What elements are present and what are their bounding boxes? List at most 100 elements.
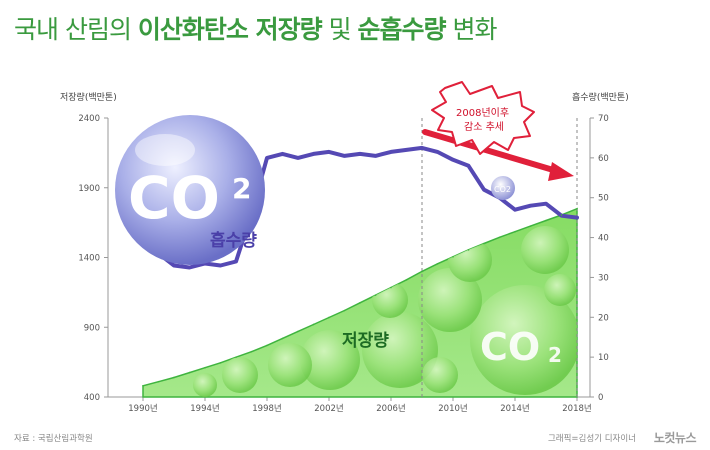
left-tick-label: 400 (84, 393, 100, 403)
right-tick-label: 50 (598, 194, 609, 204)
left-tick-label: 2400 (78, 114, 100, 124)
storage-point (498, 236, 501, 239)
absorption-point (436, 150, 439, 154)
x-tick-label: 1990년 (128, 403, 157, 414)
absorption-point (219, 263, 222, 267)
left-axis-ticks: 2400 1900 1400 900 400 (78, 114, 108, 403)
right-tick-label: 20 (598, 313, 609, 323)
storage-point (312, 323, 315, 326)
absorption-point (544, 202, 548, 206)
x-tick-label: 2006년 (376, 403, 405, 414)
storage-point (529, 225, 532, 227)
x-tick-label: 1994년 (190, 403, 219, 414)
absorption-point (482, 188, 486, 192)
absorption-point (312, 152, 315, 156)
absorption-point (265, 156, 269, 160)
storage-point (142, 385, 144, 387)
absorption-point (296, 156, 300, 160)
right-tick-label: 60 (598, 154, 609, 164)
x-axis-ticks: 1990년 1994년 1998년 2002년 2006년 2010년 2014년 2018년 (128, 397, 592, 414)
storage-point (204, 366, 206, 369)
absorption-point (451, 158, 455, 162)
right-axis-ticks: 70 60 50 40 30 20 10 0 (590, 114, 609, 403)
small-co2-bubble: CO2 (491, 176, 515, 200)
trend-arrow (422, 129, 574, 181)
left-tick-label: 900 (84, 323, 100, 333)
title-part1: 국내 산림의 (14, 15, 138, 44)
right-tick-label: 30 (598, 273, 609, 283)
absorption-point (374, 154, 377, 158)
left-tick-label: 1400 (78, 254, 100, 264)
left-tick-label: 1900 (78, 184, 100, 194)
title-part3: 및 (321, 15, 358, 44)
title-part4: 순흡수량 (357, 15, 447, 44)
storage-point (297, 330, 299, 333)
storage-point (405, 279, 408, 281)
storage-point (250, 350, 253, 353)
storage-point (467, 249, 470, 251)
absorption-point (575, 216, 579, 220)
title-part2: 이산화탄소 저장량 (137, 15, 323, 44)
area-co2-text: CO (480, 325, 540, 369)
storage-point (421, 270, 423, 273)
left-axis-title: 저장량(백만톤) (60, 91, 117, 103)
source-note: 자료 : 국립산림과학원 (14, 434, 93, 444)
storage-point (219, 362, 222, 364)
absorption-point (188, 265, 191, 269)
graphic-credit: 그래픽=김성기 디자이너 (547, 434, 636, 444)
storage-point (576, 207, 578, 210)
storage-point (560, 214, 563, 216)
storage-point (452, 256, 454, 258)
page-title: 국내 산림의 이산화탄소 저장량 및 순흡수량 변화 (14, 10, 497, 46)
co2-bubbles-green (193, 226, 577, 397)
publisher-logo: 노컷뉴스 (653, 431, 697, 445)
storage-label: 저장량 (342, 331, 389, 351)
storage-point (390, 286, 392, 289)
storage-point (235, 356, 237, 359)
storage-point (483, 242, 485, 245)
x-tick-label: 2018년 (562, 403, 591, 414)
absorption-point (234, 259, 238, 263)
absorption-point (281, 152, 284, 156)
storage-point (545, 219, 547, 222)
storage-point (173, 376, 175, 379)
big-co2-text: CO (128, 164, 220, 232)
big-co2-bubble: CO 2 (115, 115, 265, 265)
storage-points (142, 207, 578, 387)
trend-label-line1: 2008년이후 (456, 107, 509, 119)
absorption-point (327, 150, 331, 154)
right-tick-label: 40 (598, 234, 609, 244)
trend-label-line2: 감소 추세 (464, 121, 504, 133)
x-tick-label: 2014년 (500, 403, 529, 414)
trend-callout: 2008년이후 감소 추세 (431, 81, 535, 155)
title-part5: 변화 (445, 15, 497, 44)
absorption-point (358, 152, 362, 156)
area-co2-subscript: 2 (548, 343, 562, 367)
x-tick-label: 2010년 (438, 403, 467, 414)
absorption-point (467, 164, 470, 168)
absorption-point (343, 154, 346, 158)
storage-point (374, 294, 377, 296)
storage-point (266, 344, 268, 347)
absorption-point (405, 148, 408, 152)
storage-point (514, 230, 516, 233)
storage-point (281, 337, 284, 340)
right-axis-title: 흡수량(백만톤) (572, 91, 629, 103)
storage-point (359, 302, 361, 304)
big-co2-subscript: 2 (232, 172, 251, 205)
right-tick-label: 70 (598, 114, 609, 124)
absorption-point (529, 204, 532, 208)
storage-point (436, 262, 439, 265)
storage-point (188, 371, 191, 374)
right-tick-label: 10 (598, 353, 609, 363)
absorption-point (513, 208, 517, 212)
storage-point (157, 380, 160, 383)
storage-point (343, 309, 346, 312)
absorption-label: 흡수량 (210, 230, 257, 251)
storage-point (328, 316, 330, 319)
x-tick-label: 2002년 (314, 403, 343, 414)
absorption-point (389, 150, 393, 154)
right-tick-label: 0 (598, 393, 603, 403)
x-tick-label: 1998년 (252, 403, 281, 414)
